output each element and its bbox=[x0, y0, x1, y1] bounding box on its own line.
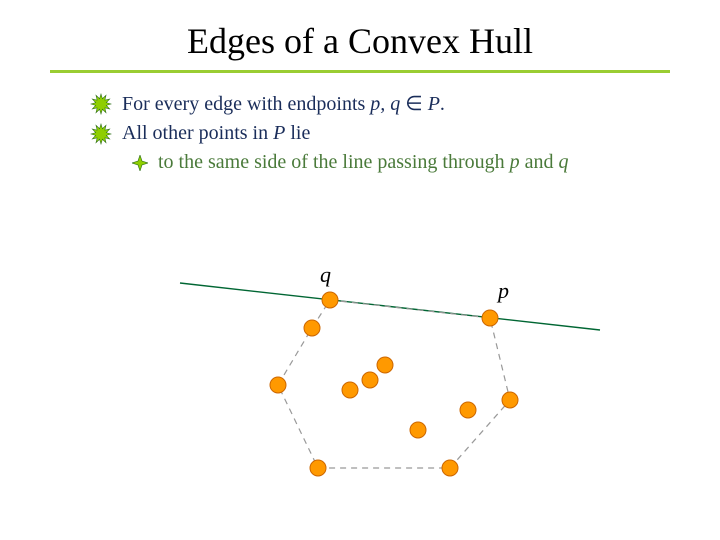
convex-hull-diagram: q p bbox=[170, 250, 610, 510]
burst-icon bbox=[90, 93, 112, 115]
diagram-svg bbox=[170, 250, 610, 510]
bullet-list: For every edge with endpoints p, q ∈ P. … bbox=[90, 91, 720, 174]
page-title: Edges of a Convex Hull bbox=[0, 0, 720, 70]
label-p: p bbox=[498, 278, 509, 304]
burst-icon bbox=[90, 123, 112, 145]
bullet-2: All other points in P lie bbox=[90, 122, 720, 145]
label-q: q bbox=[320, 262, 331, 288]
bullet-2-text: All other points in P lie bbox=[122, 122, 310, 145]
title-underline bbox=[50, 70, 670, 73]
sub-bullet-text: to the same side of the line passing thr… bbox=[158, 151, 569, 174]
sub-bullet: to the same side of the line passing thr… bbox=[132, 151, 720, 174]
bullet-1: For every edge with endpoints p, q ∈ P. bbox=[90, 91, 720, 116]
bullet-1-text: For every edge with endpoints p, q ∈ P. bbox=[122, 91, 445, 116]
star-icon bbox=[132, 155, 148, 171]
